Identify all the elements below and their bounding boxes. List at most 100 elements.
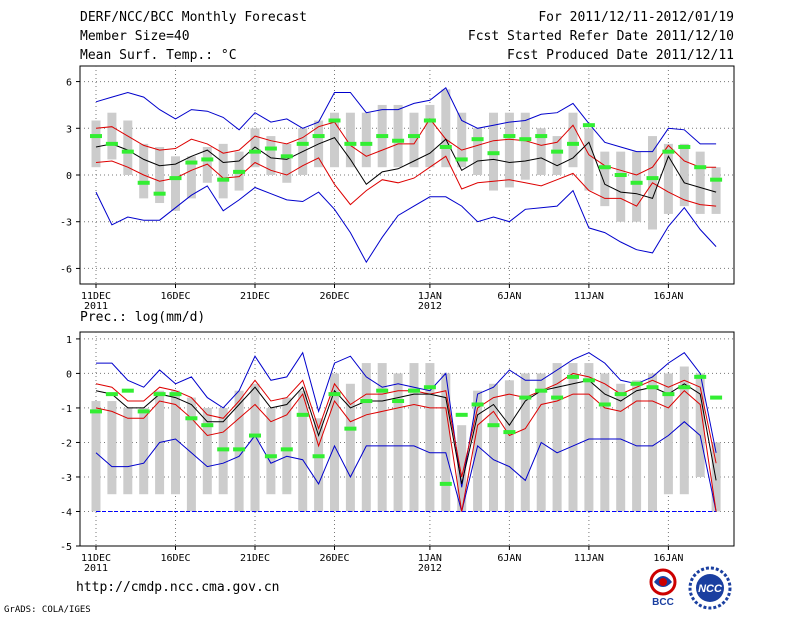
temp-median-mark [360,141,373,146]
precip-median-mark [614,392,627,397]
precip-box [695,373,705,477]
temp-box [695,151,705,214]
precip-median-mark [471,402,484,407]
temp-box [171,156,180,211]
temp-median-mark [121,149,134,154]
precip-box [600,373,610,512]
precip-xtick-label: 26DEC [319,553,349,564]
temp-box [266,136,276,175]
precip-box [409,363,419,512]
temp-median-mark [662,149,675,154]
precip-box [171,390,180,495]
precip-median-mark [376,388,389,393]
precip-median-mark [694,374,707,379]
precip-ytick-label: 1 [66,335,72,346]
temp-box [91,120,101,168]
temp-box [186,156,196,199]
precip-box [314,418,324,512]
temp-median-mark [249,149,261,154]
source-url[interactable]: http://cmdp.ncc.cma.gov.cn [76,580,280,595]
temp-median-mark [312,134,325,139]
temp-box [155,146,165,204]
temp-box [218,143,228,199]
precip-lower-line [95,390,717,512]
temp-box [441,89,451,168]
precip-median-mark [296,412,309,417]
temp-min-line [95,185,717,264]
forecast-started-date: Fcst Started Refer Date 2011/12/10 [467,29,734,44]
temp-median-mark [694,165,707,170]
temp-box [568,112,578,168]
temp-median-mark [201,157,214,162]
temp-median-mark [105,141,118,146]
precip-box [266,407,276,495]
temp-xtick-label: 26DEC [319,291,349,302]
temp-box [504,112,514,188]
precip-xtick-label: 1JAN [418,553,442,564]
precip-box [186,397,196,512]
temp-median-mark [185,160,198,165]
precip-box [202,407,212,495]
temp-box [393,104,403,168]
precip-median-mark [105,392,118,397]
temp-mean-line [95,136,717,200]
precip-box [441,373,451,512]
precip-median-mark [408,388,420,393]
precip-median-mark [646,385,659,390]
temp-ytick-label: 3 [66,124,72,135]
temp-max-line [95,87,717,153]
precip-box [139,407,149,495]
precip-median-mark [503,430,516,435]
temp-xtick-label: 16JAN [653,291,683,302]
precip-box [489,383,498,512]
precip-median-mark [328,392,341,397]
precip-box [91,401,101,512]
precip-xtick-label: 11DEC [81,553,111,564]
precip-box [711,442,721,512]
temp-median-mark [503,134,516,139]
precip-ytick-label: -4 [60,507,72,518]
temp-median-mark [535,134,548,139]
temp-median-mark [582,123,595,128]
temp-box [330,112,339,168]
temp-box [361,112,371,168]
temp-box [679,143,689,207]
temp-box [632,151,642,222]
precip-plot-frame [79,331,735,547]
precip-box [457,425,467,512]
temp-box [711,167,721,214]
precip-median-mark [423,385,436,390]
precip-box [345,383,355,512]
precip-median-mark [280,447,293,452]
temp-median-mark [423,118,436,123]
temp-median-mark [328,118,341,123]
precip-median-mark [121,388,134,393]
precip-min-line [95,421,717,512]
precip-box [568,363,578,512]
precip-mean-line [95,379,717,485]
temp-ytick-label: -6 [60,264,72,275]
temp-box [250,128,260,168]
temp-median-mark [137,180,150,185]
precip-ytick-label: -5 [60,542,72,553]
temp-box [536,128,546,175]
precip-median-mark [312,454,325,459]
precip-median-mark [582,378,595,383]
precip-median-mark [90,409,102,414]
precip-median-mark [535,388,548,393]
temp-median-mark [614,173,627,177]
forecast-period: For 2011/12/11-2012/01/19 [538,10,734,25]
temp-xtick-label: 21DEC [240,291,270,302]
precip-max-line [96,351,717,488]
precip-median-mark [455,412,468,417]
precip-median-mark [217,447,230,452]
precip-xtick-label: 16DEC [160,553,190,564]
precip-median-mark [567,374,579,379]
precip-box [361,363,371,512]
precip-median-mark [249,433,261,438]
temp-median-mark [169,176,182,181]
temp-xtick-year: 2012 [418,301,442,312]
precip-box [584,363,594,512]
temp-median-mark [455,157,468,162]
